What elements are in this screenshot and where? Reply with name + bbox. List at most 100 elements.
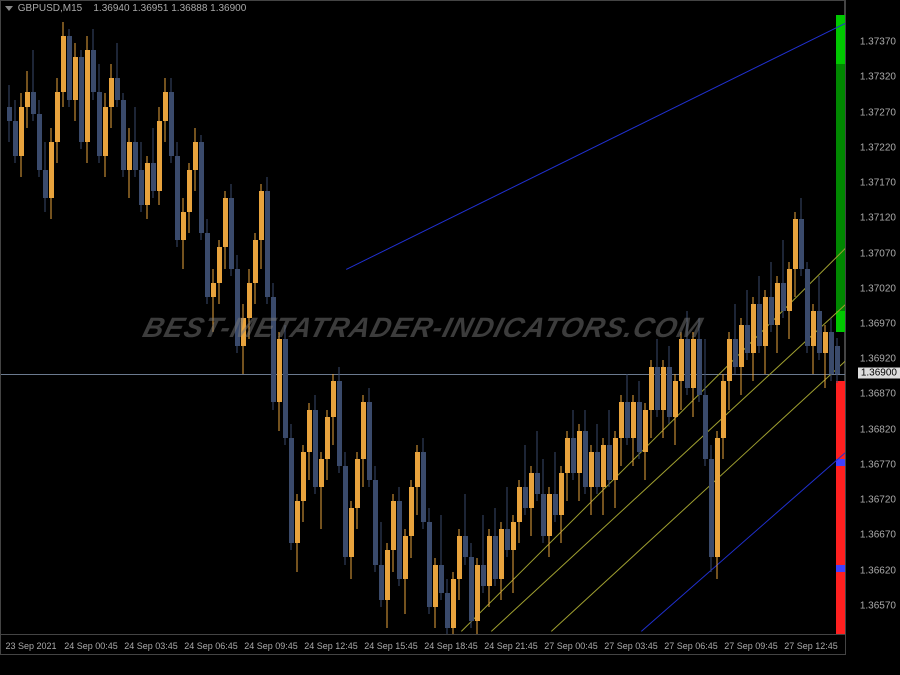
candle: [415, 445, 420, 515]
x-axis-label: 24 Sep 21:45: [484, 641, 538, 651]
candle: [649, 360, 654, 438]
candle: [793, 212, 798, 297]
y-axis-label: 1.37370: [860, 37, 896, 48]
y-axis-label: 1.36820: [860, 424, 896, 435]
candle: [727, 332, 732, 410]
candle: [589, 445, 594, 515]
candle: [67, 29, 72, 107]
candle: [523, 445, 528, 515]
candle: [817, 276, 822, 361]
candle: [25, 71, 30, 127]
candle: [637, 381, 642, 459]
candle: [373, 466, 378, 572]
candle: [115, 43, 120, 106]
x-axis-label: 27 Sep 06:45: [664, 641, 718, 651]
dropdown-icon[interactable]: [5, 6, 13, 11]
candle: [37, 100, 42, 178]
candle: [745, 290, 750, 360]
candle: [457, 529, 462, 599]
candle: [49, 128, 54, 220]
candle: [367, 388, 372, 487]
candle: [109, 64, 114, 127]
candle: [595, 424, 600, 494]
candle: [697, 318, 702, 403]
candle: [487, 529, 492, 607]
candle: [133, 107, 138, 177]
candle: [703, 339, 708, 466]
candle: [709, 445, 714, 572]
candle: [799, 198, 804, 276]
candle: [619, 395, 624, 465]
y-axis-label: 1.37270: [860, 107, 896, 118]
candle: [43, 142, 48, 212]
candle: [805, 262, 810, 354]
candle: [463, 494, 468, 564]
candle: [643, 403, 648, 481]
candle: [655, 339, 660, 417]
x-axis-label: 27 Sep 03:45: [604, 641, 658, 651]
candle: [391, 494, 396, 572]
candle: [379, 522, 384, 607]
y-axis-label: 1.36720: [860, 495, 896, 506]
candle: [157, 107, 162, 206]
candle: [307, 403, 312, 481]
candle: [481, 515, 486, 593]
candle: [613, 431, 618, 509]
candle: [121, 93, 126, 178]
candle: [565, 431, 570, 501]
candle: [301, 445, 306, 523]
candle: [685, 311, 690, 396]
candle: [499, 522, 504, 600]
candle: [175, 142, 180, 248]
candle: [451, 572, 456, 635]
candle: [181, 198, 186, 268]
candle: [19, 93, 24, 178]
chart-area[interactable]: [1, 15, 846, 635]
candle: [31, 50, 36, 120]
candle: [829, 318, 834, 381]
candle: [505, 487, 510, 557]
candle: [631, 395, 636, 465]
candle: [361, 395, 366, 487]
candle: [739, 318, 744, 396]
candle: [823, 325, 828, 388]
candle: [433, 558, 438, 628]
y-axis-label: 1.36670: [860, 530, 896, 541]
candle: [781, 240, 786, 318]
y-axis-label: 1.37320: [860, 72, 896, 83]
candle: [91, 29, 96, 99]
candle: [295, 494, 300, 572]
candle: [679, 332, 684, 410]
candle: [715, 431, 720, 579]
x-axis-label: 23 Sep 2021: [5, 641, 56, 651]
candle: [541, 459, 546, 544]
candle: [475, 558, 480, 636]
x-axis-label: 24 Sep 06:45: [184, 641, 238, 651]
y-axis-label: 1.36870: [860, 389, 896, 400]
candle: [811, 304, 816, 374]
y-axis: 1.373701.373201.372701.372201.371701.371…: [845, 0, 900, 655]
candle: [145, 156, 150, 219]
candle: [775, 276, 780, 354]
candle: [241, 304, 246, 374]
candle: [583, 410, 588, 495]
x-axis-label: 27 Sep 12:45: [784, 641, 838, 651]
candle: [13, 100, 18, 163]
candle: [625, 374, 630, 444]
candle: [73, 43, 78, 121]
candle: [511, 515, 516, 593]
y-axis-label: 1.37220: [860, 142, 896, 153]
candle: [409, 480, 414, 558]
candle: [757, 276, 762, 354]
candle: [211, 269, 216, 332]
candle: [139, 142, 144, 212]
candle: [751, 297, 756, 382]
candle: [7, 85, 12, 141]
current-price-tag: 1.36900: [858, 368, 900, 379]
candle: [253, 233, 258, 303]
x-axis-label: 24 Sep 00:45: [64, 641, 118, 651]
candle: [217, 240, 222, 303]
candle: [535, 431, 540, 501]
trend-line: [346, 22, 846, 269]
candle: [721, 374, 726, 459]
